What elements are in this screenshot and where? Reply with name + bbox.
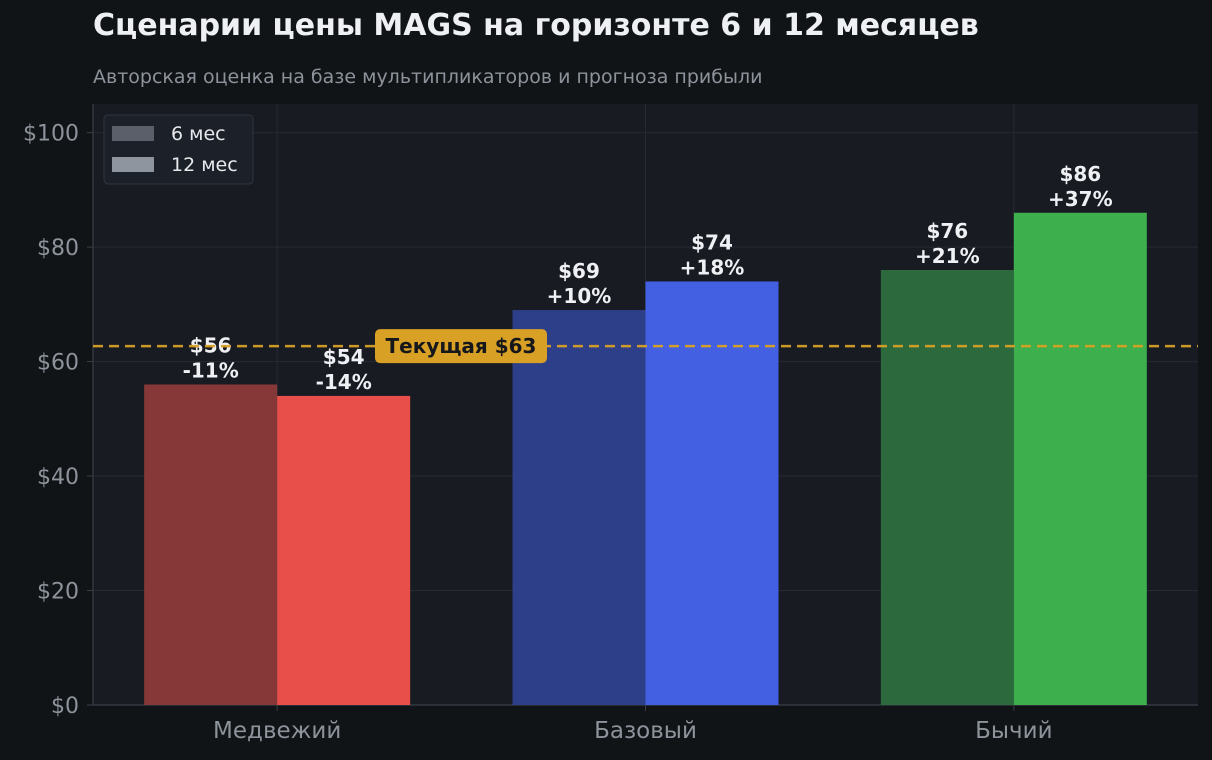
bar [512, 310, 646, 705]
bar [1013, 212, 1147, 705]
bar [645, 281, 779, 705]
current-price-badge [375, 329, 547, 364]
legend-swatch [112, 126, 154, 141]
legend-swatch [112, 157, 154, 172]
x-tick-label: Медвежий [213, 718, 341, 744]
bar-data-label: $76 +21% [915, 219, 980, 268]
y-tick-label: $0 [51, 694, 79, 719]
bar-data-label: $86 +37% [1048, 162, 1113, 211]
bar [880, 269, 1014, 705]
legend-label: 6 мес [171, 123, 226, 145]
bar [277, 395, 411, 705]
x-tick-label: Базовый [594, 718, 697, 744]
current-price-label: Текущая $63 [386, 334, 537, 358]
bar-data-label: $56 -11% [183, 333, 239, 382]
chart-subtitle: Авторская оценка на базе мультипликаторо… [93, 66, 763, 88]
x-tick-label: Бычий [975, 718, 1052, 744]
y-tick-label: $100 [23, 122, 79, 147]
y-tick-label: $40 [37, 465, 79, 490]
y-tick-label: $80 [37, 236, 79, 261]
bar [144, 384, 278, 705]
bar-data-label: $74 +18% [680, 230, 745, 279]
bar-data-label: $54 -14% [316, 345, 372, 394]
chart-title: Сценарии цены MAGS на горизонте 6 и 12 м… [93, 8, 979, 43]
bar-data-label: $69 +10% [547, 259, 612, 308]
legend-label: 12 мес [171, 154, 238, 176]
y-tick-label: $20 [37, 580, 79, 605]
y-tick-label: $60 [37, 351, 79, 376]
